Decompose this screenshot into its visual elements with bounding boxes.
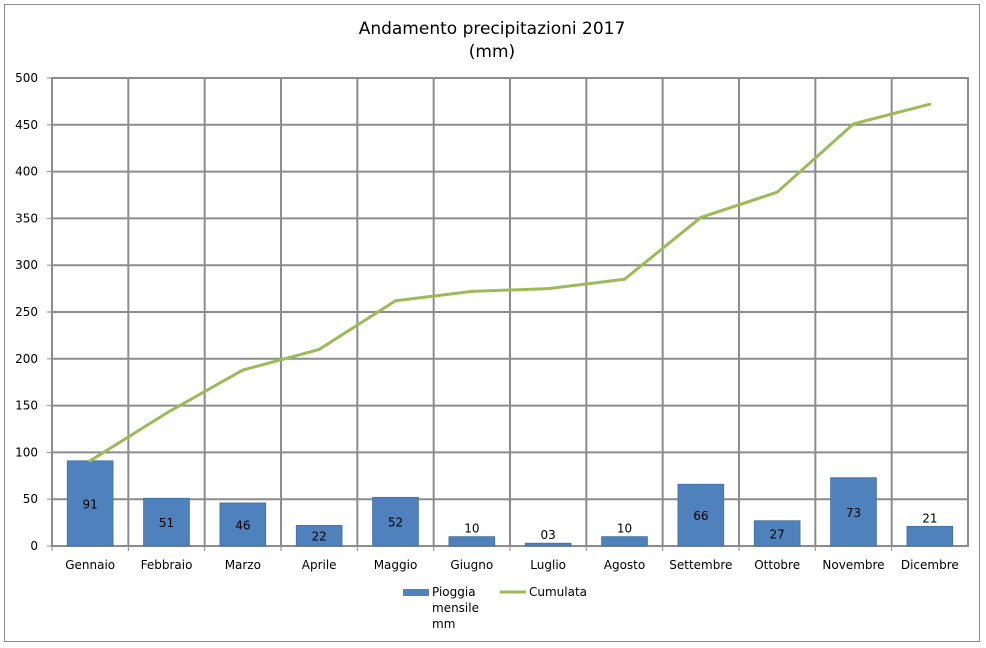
y-tick-label: 350 bbox=[15, 211, 38, 225]
bar bbox=[677, 483, 725, 547]
legend-swatch-bars bbox=[403, 589, 429, 596]
bar-data-label: 46 bbox=[235, 518, 250, 532]
line-point bbox=[623, 277, 626, 281]
x-tick-label: Aprile bbox=[302, 558, 337, 572]
line-point bbox=[775, 190, 779, 194]
x-tick-label: Giugno bbox=[450, 558, 493, 572]
chart-title: Andamento precipitazioni 2017 bbox=[359, 19, 626, 39]
bar bbox=[66, 460, 114, 547]
y-tick-label: 150 bbox=[15, 399, 38, 413]
line-point bbox=[852, 122, 855, 126]
bar bbox=[906, 525, 954, 547]
bar-data-label: 66 bbox=[693, 509, 708, 523]
line-point bbox=[928, 102, 932, 106]
y-tick-label: 100 bbox=[15, 445, 38, 459]
line-point bbox=[394, 299, 397, 303]
bar-data-label: 21 bbox=[922, 511, 937, 525]
line-point bbox=[241, 368, 245, 372]
bar bbox=[448, 536, 496, 547]
y-tick-label: 300 bbox=[15, 258, 38, 272]
bar bbox=[753, 520, 801, 547]
x-tick-label: Settembre bbox=[669, 558, 732, 572]
line-point bbox=[470, 289, 474, 293]
bar bbox=[143, 497, 190, 547]
bar-data-label: 10 bbox=[464, 522, 479, 536]
bar bbox=[295, 525, 343, 547]
x-tick-label: Novembre bbox=[822, 558, 884, 572]
x-tick-label: Maggio bbox=[374, 558, 418, 572]
y-tick-label: 500 bbox=[15, 71, 38, 85]
bar-data-label: 03 bbox=[541, 528, 556, 542]
plot-grid bbox=[51, 77, 969, 547]
x-tick-label: Marzo bbox=[225, 558, 261, 572]
bar bbox=[830, 477, 877, 547]
bar-series: 91 51 46 22 52 10 03 10 66 27 73 21 bbox=[66, 460, 954, 547]
cumulative-line bbox=[89, 102, 931, 463]
y-tick-label: 0 bbox=[30, 539, 38, 553]
y-tick-label: 200 bbox=[15, 352, 38, 366]
y-tick-label: 250 bbox=[15, 305, 38, 319]
bar-data-label: 10 bbox=[617, 522, 632, 536]
x-tick-label: Luglio bbox=[530, 558, 566, 572]
legend: Pioggia mensile mm Cumulata bbox=[403, 585, 587, 631]
y-tick-label: 50 bbox=[23, 492, 38, 506]
x-tick-label: Agosto bbox=[604, 558, 645, 572]
line-point bbox=[699, 215, 703, 219]
bar-data-label: 52 bbox=[388, 516, 403, 530]
line-point bbox=[546, 287, 550, 291]
bar-data-label: 27 bbox=[770, 527, 785, 541]
y-tick-label: 400 bbox=[15, 165, 38, 179]
chart-subtitle: (mm) bbox=[469, 42, 515, 62]
axes: 0 50 100 150 200 250 300 350 400 450 500 Gennaio Feb… bbox=[15, 71, 959, 572]
bar-data-label: 22 bbox=[312, 530, 327, 544]
legend-label-bars: mm bbox=[432, 617, 455, 631]
line-series bbox=[88, 102, 932, 463]
bar-data-label: 73 bbox=[846, 506, 861, 520]
line-point bbox=[317, 347, 321, 351]
bar bbox=[372, 496, 419, 547]
legend-label-bars: mensile bbox=[432, 601, 479, 615]
bar-data-label: 91 bbox=[83, 497, 98, 511]
bar bbox=[524, 542, 572, 547]
bar-data-label: 51 bbox=[159, 516, 174, 530]
legend-label-line: Cumulata bbox=[529, 585, 587, 599]
bar bbox=[601, 536, 648, 547]
x-tick-label: Dicembre bbox=[901, 558, 959, 572]
x-tick-label: Febbraio bbox=[141, 558, 193, 572]
bar bbox=[219, 502, 267, 547]
x-tick-label: Gennaio bbox=[65, 558, 115, 572]
y-tick-label: 450 bbox=[15, 118, 38, 132]
line-point bbox=[165, 411, 168, 415]
legend-label-bars: Pioggia bbox=[432, 585, 476, 599]
line-point bbox=[88, 459, 92, 463]
x-tick-label: Ottobre bbox=[754, 558, 800, 572]
